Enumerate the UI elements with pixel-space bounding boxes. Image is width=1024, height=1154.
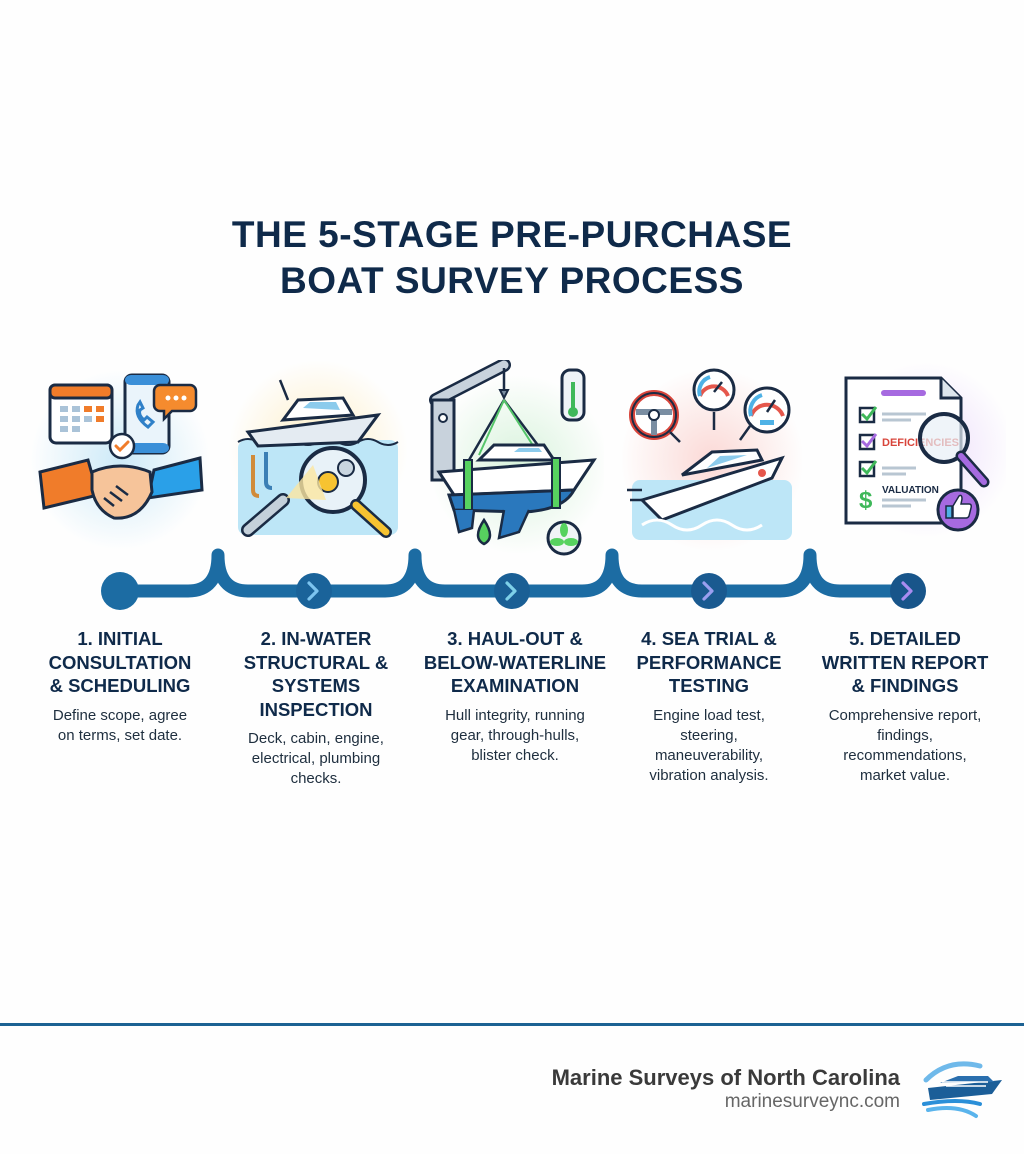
boat-waves-logo-icon	[918, 1058, 1004, 1120]
timeline-node-3	[494, 573, 530, 609]
stage-2: 2. IN-WATER STRUCTURAL & SYSTEMS INSPECT…	[221, 627, 411, 789]
stage-title: 4. SEA TRIAL & PERFORMANCE TESTING	[636, 628, 782, 696]
stage-1: 1. INITIAL CONSULTATION & SCHEDULING Def…	[25, 627, 215, 746]
handshake-calendar-phone-icon	[30, 360, 210, 560]
stage-description: Hull integrity, running gear, through-hu…	[445, 706, 585, 764]
stage-title: 3. HAUL-OUT & BELOW-WATERLINE EXAMINATIO…	[423, 628, 607, 696]
stage-5: 5. DETAILED WRITTEN REPORT & FINDINGS Co…	[810, 627, 1000, 786]
stage-description: Engine load test, steering, maneuverabil…	[649, 706, 769, 784]
stage-3: 3. HAUL-OUT & BELOW-WATERLINE EXAMINATIO…	[417, 627, 613, 766]
timeline-node-4	[691, 573, 727, 609]
footer-divider	[0, 1023, 1024, 1026]
speedboat-gauges-wheel-icon	[620, 360, 804, 560]
stage-title: 5. DETAILED WRITTEN REPORT & FINDINGS	[821, 628, 989, 696]
boat-magnifier-flashlight-icon	[228, 360, 408, 560]
stage-4: 4. SEA TRIAL & PERFORMANCE TESTING Engin…	[614, 627, 804, 786]
report-checklist-magnifier-icon: DEFICIENCIES VALUATION $	[826, 360, 1014, 560]
brand-block: Marine Surveys of North Carolina marines…	[552, 1065, 900, 1113]
stage-description: Define scope, agree on terms, set date.	[52, 706, 188, 744]
stage-description: Deck, cabin, engine, electrical, plumbin…	[248, 730, 384, 787]
timeline-node-2	[296, 573, 332, 609]
page-title: THE 5-STAGE PRE-PURCHASE BOAT SURVEY PRO…	[0, 212, 1024, 304]
crane-boat-hull-icon	[424, 358, 609, 560]
website-link[interactable]: marinesurveync.com	[724, 1091, 900, 1112]
title-line-1: THE 5-STAGE PRE-PURCHASE	[231, 214, 793, 255]
stage-title: 1. INITIAL CONSULTATION & SCHEDULING	[48, 628, 192, 696]
timeline-connector	[101, 378, 926, 610]
timeline-node-5	[890, 573, 926, 609]
timeline-start-dot	[101, 572, 139, 610]
company-name: Marine Surveys of North Carolina	[551, 1065, 900, 1090]
stage-title: 2. IN-WATER STRUCTURAL & SYSTEMS INSPECT…	[243, 628, 389, 720]
svg-text:$: $	[859, 487, 873, 514]
title-line-2: BOAT SURVEY PROCESS	[280, 260, 744, 301]
stage-description: Comprehensive report, findings, recommen…	[828, 706, 982, 784]
svg-text:VALUATION: VALUATION	[882, 485, 939, 496]
